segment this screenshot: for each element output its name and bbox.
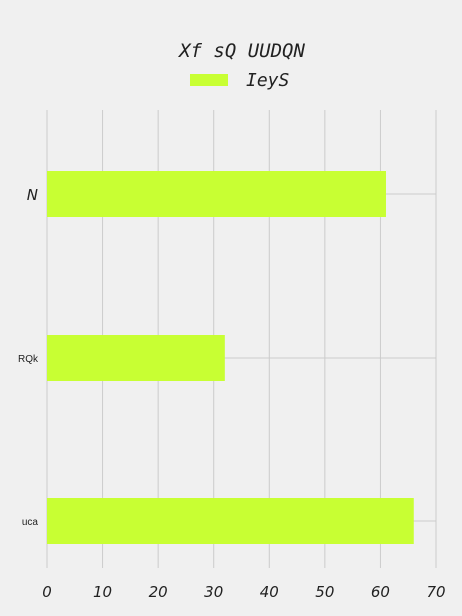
category-label: RQk	[18, 354, 39, 365]
x-tick-label: 70	[426, 583, 445, 601]
x-tick-label: 30	[204, 583, 223, 601]
category-labels: N RQk uca	[18, 186, 39, 528]
legend-label: IeyS	[246, 70, 290, 91]
x-tick-label: 50	[315, 583, 334, 601]
category-label: N	[27, 186, 38, 204]
x-tick-label: 0	[42, 583, 52, 601]
x-tick-label: 60	[371, 583, 390, 601]
x-tick-label: 10	[93, 583, 112, 601]
bar	[47, 498, 414, 544]
bar	[47, 335, 225, 381]
chart-title: Xf sQ UUDQN	[177, 40, 305, 62]
x-tick-labels: 0 10 20 30 40 50 60 70	[42, 583, 445, 601]
legend-swatch	[190, 74, 228, 86]
x-tick-label: 40	[260, 583, 279, 601]
bars	[47, 171, 414, 544]
x-tick-label: 20	[149, 583, 168, 601]
category-label: uca	[22, 517, 39, 528]
legend: IeyS	[190, 70, 290, 91]
bar	[47, 171, 386, 217]
